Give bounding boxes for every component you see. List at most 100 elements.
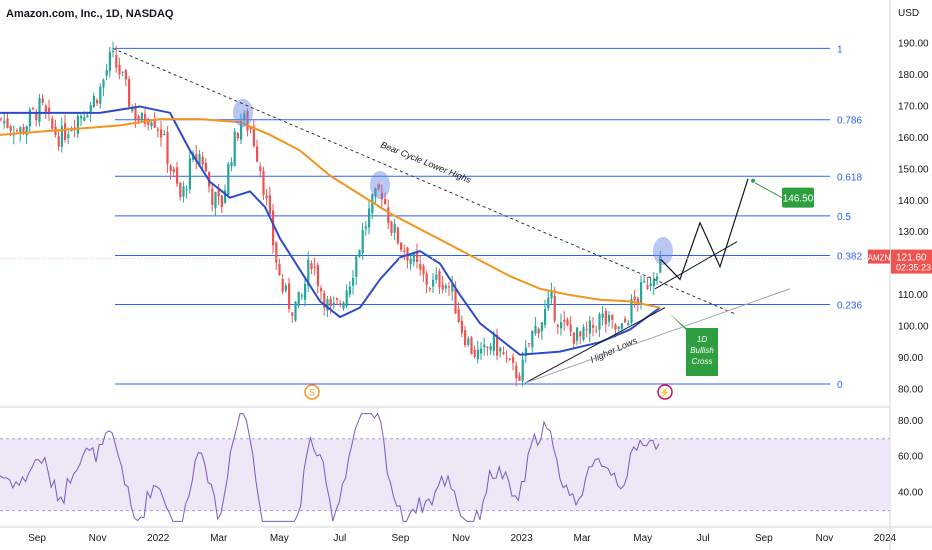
candle-body [614,324,617,330]
candle-body [259,166,262,171]
candle-body [297,291,300,307]
candle-body [92,95,95,108]
candle-body [105,70,108,76]
candle-body [592,325,595,328]
candle-body [560,322,563,329]
fib-level-label: 0.236 [837,300,862,311]
candle-body [272,210,275,246]
candle-body [480,348,483,354]
candle-body [438,271,441,288]
highlight-circle [370,171,390,200]
bear-trendline-label: Bear Cycle Lower Highs [379,140,473,186]
price-tick: 160.00 [898,133,929,144]
target-badge [782,187,814,208]
candle-body [182,186,185,197]
candle-body [521,359,524,382]
target-connector [754,182,783,199]
candle-body [601,313,604,319]
candle-body [51,118,54,129]
candle-body [646,285,649,289]
candle-body [313,266,316,268]
candle-body [35,112,38,121]
candle-body [195,154,198,162]
fib-level-label: 0.382 [837,251,862,262]
candle-body [352,277,355,286]
fib-level-label: 0.618 [837,172,862,183]
candle-body [96,100,99,104]
candle-body [508,358,511,360]
candle-body [326,299,329,311]
candle-body [451,283,454,292]
cross-badge-label: Cross [692,357,713,366]
candle-body [630,299,633,323]
candle-body [172,169,175,172]
candle-body [89,104,92,114]
higher-lows-line [524,307,666,384]
candle-body [588,320,591,334]
channel-line [524,288,791,384]
candle-body [265,195,268,199]
higher-lows-label: Higher Lows [589,335,639,365]
candle-body [217,189,220,197]
candle-body [432,279,435,287]
cross-badge-label: 1D [697,335,707,344]
target-dot [751,178,755,183]
candle-body [291,312,294,316]
countdown-timer: 02:35:23 [896,263,931,273]
candle-body [496,334,499,356]
projection-path [659,178,749,281]
candle-body [188,158,191,190]
candle-body [470,337,473,355]
rsi-tick: 40.00 [898,488,923,499]
candle-body [246,110,249,131]
candle-body [428,288,431,290]
price-tick: 170.00 [898,102,929,113]
dividend-marker-icon [304,384,320,400]
candle-body [185,188,188,190]
candle-body [9,126,12,131]
candle-body [384,198,387,204]
highlight-circle [653,237,673,266]
candle-body [387,207,390,223]
candle-body [620,323,623,329]
candle-body [416,250,419,263]
time-tick: Jul [333,533,346,544]
candle-body [281,278,284,292]
price-tick: 130.00 [898,227,929,238]
candle-body [572,332,575,344]
candle-body [579,331,582,337]
price-tick: 190.00 [898,39,929,50]
candle-body [643,281,646,283]
candle-body [294,301,297,321]
time-tick: 2024 [874,533,897,544]
rising-support-line [654,241,738,290]
cross-badge [686,328,718,376]
candle-body [505,357,508,359]
candle-body [448,286,451,288]
candle-body [156,129,159,131]
time-tick: 2023 [510,533,533,544]
time-tick: 2022 [147,533,170,544]
candle-body [403,250,406,252]
candle-body [531,330,534,348]
candle-body [102,79,105,88]
candle-body [169,165,172,172]
candle-body [252,126,255,147]
moving-average-line [0,118,661,309]
moving-average-line [0,105,661,356]
candle-body [166,131,169,164]
candle-body [441,284,444,290]
candle-body [544,308,547,325]
candle-body [323,292,326,308]
candle-body [528,343,531,345]
candle-body [224,190,227,203]
candle-body [390,221,393,234]
candle-body [576,327,579,341]
bear-trendline [112,47,736,315]
candle-body [659,255,662,273]
candle-body [569,324,572,332]
candle-body [656,276,659,280]
time-tick: Sep [755,533,773,544]
candle-body [380,192,383,200]
